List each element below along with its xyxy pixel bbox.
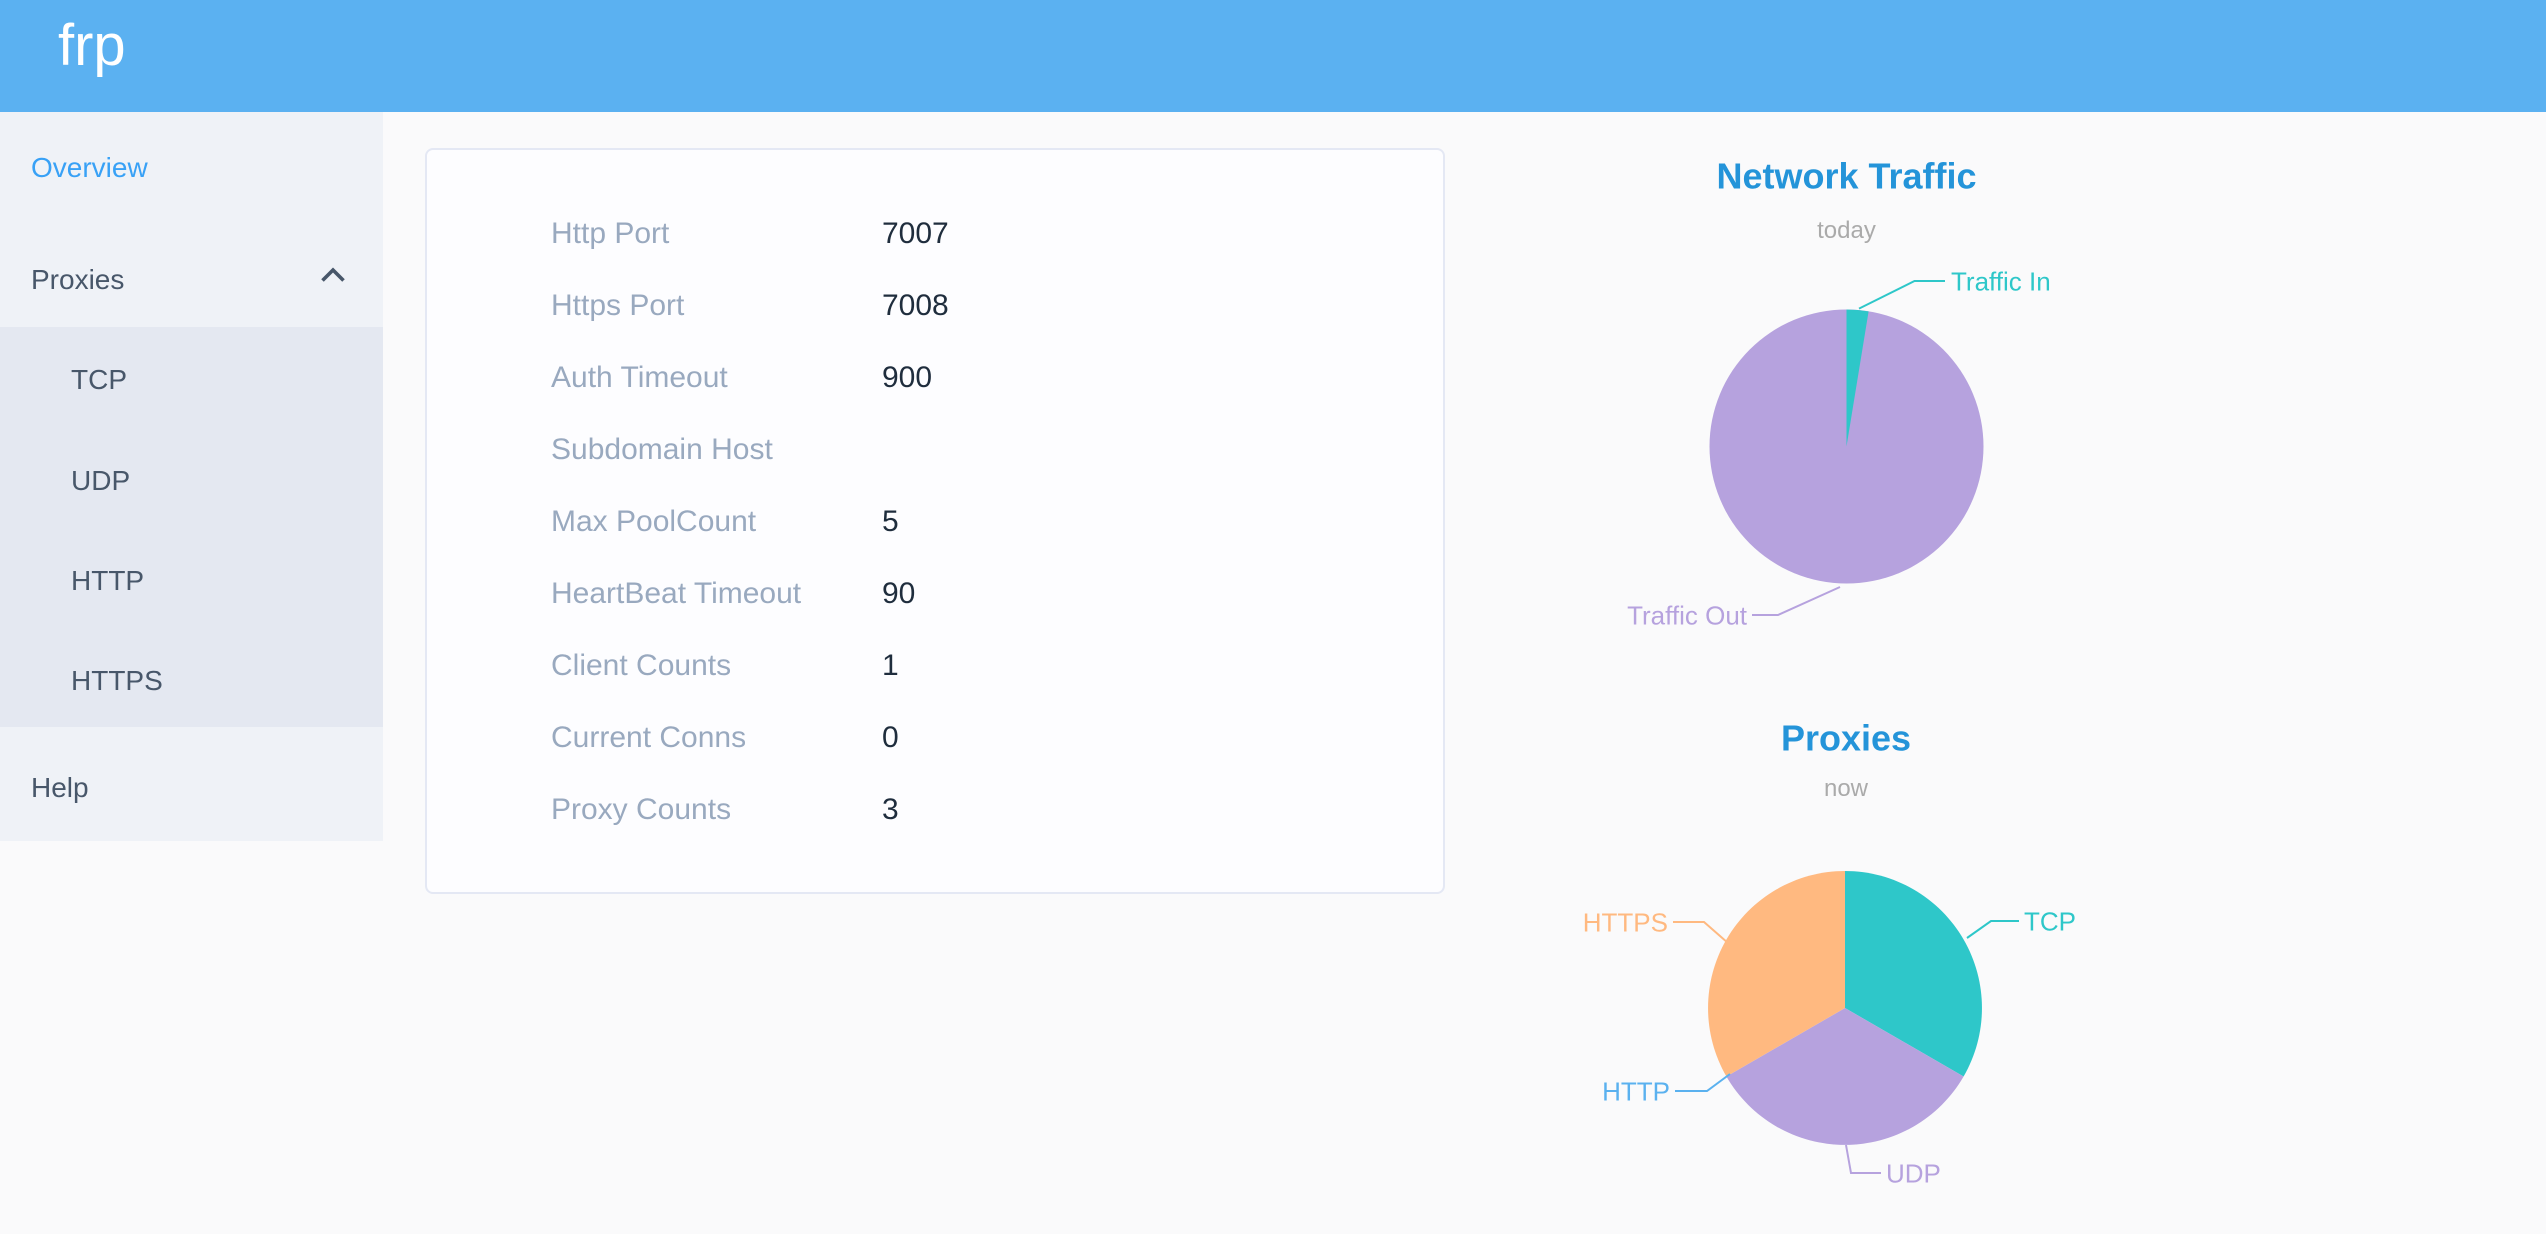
svg-text:Network Traffic: Network Traffic: [1716, 156, 1976, 197]
svg-text:Proxies: Proxies: [1781, 718, 1911, 759]
svg-text:now: now: [1824, 775, 1869, 802]
svg-text:HTTP: HTTP: [1602, 1076, 1670, 1106]
svg-text:today: today: [1817, 217, 1876, 244]
svg-text:HTTPS: HTTPS: [1583, 907, 1668, 937]
svg-text:Traffic In: Traffic In: [1951, 266, 2051, 296]
svg-text:TCP: TCP: [2024, 906, 2076, 936]
svg-text:Traffic Out: Traffic Out: [1627, 600, 1748, 630]
svg-text:UDP: UDP: [1886, 1158, 1941, 1188]
